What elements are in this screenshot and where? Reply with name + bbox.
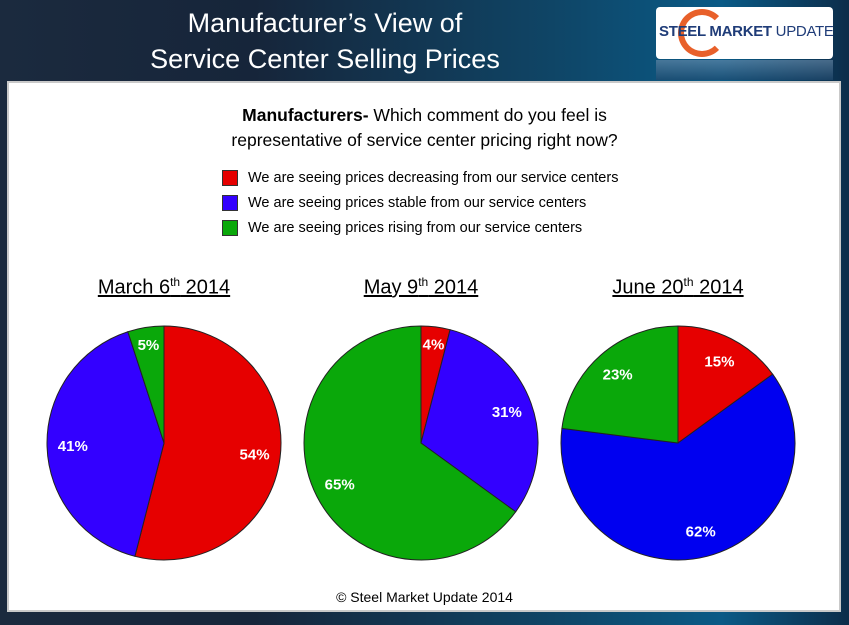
pie-slice-may-1 [420,329,539,513]
copyright-footer: © Steel Market Update 2014 [336,589,513,605]
pie-title-may: May 9th 2014 [363,275,479,299]
legend-item-stable: We are seeing prices stable from our ser… [222,190,618,215]
pie-slice-june-2 [561,325,679,444]
legend-item-rising: We are seeing prices rising from our ser… [222,215,618,240]
pie-label-march-1: 41% [58,438,88,455]
legend-label: We are seeing prices decreasing from our… [248,169,619,186]
logo-text-light: UPDATE [775,23,833,40]
logo-swoosh-icon [678,9,726,57]
legend-swatch-green [222,219,238,236]
question-bold: Manufacturers- [242,105,369,125]
question-line-2: representative of service center pricing… [231,130,618,150]
title-line-2: Service Center Selling Prices [150,44,500,74]
pie-label-march-0: 54% [240,446,270,463]
pie-slice-may-2 [303,325,517,561]
legend-label: We are seeing prices stable from our ser… [248,194,587,211]
pie-label-may-1: 31% [492,404,522,421]
logo-text-bold: STEEL MARKET [659,23,772,40]
pie-slice-march-2 [127,325,165,444]
pie-label-june-0: 15% [704,354,734,371]
page-title: Manufacturer’s View of Service Center Se… [0,5,650,77]
pie-slice-june-0 [677,325,774,444]
pie-label-may-2: 65% [325,476,355,493]
pie-label-june-2: 23% [603,367,633,384]
legend: We are seeing prices decreasing from our… [222,165,618,240]
legend-item-decreasing: We are seeing prices decreasing from our… [222,165,618,190]
steel-market-update-logo: STEEL MARKET UPDATE [656,7,833,59]
pie-title-june: June 20th 2014 [612,275,744,299]
pie-label-march-2: 5% [138,337,160,354]
question-line-1: Which comment do you feel is [368,105,607,125]
pie-label-may-0: 4% [423,336,445,353]
legend-label: We are seeing prices rising from our ser… [248,219,583,236]
legend-swatch-red [222,169,238,186]
pie-slice-june-1 [560,373,796,561]
logo-reflection [656,60,833,80]
pie-label-june-1: 62% [686,523,716,540]
pie-slice-march-0 [134,325,282,561]
pie-title-march: March 6th 2014 [97,275,231,299]
pie-slice-march-1 [46,331,165,557]
survey-question: Manufacturers- Which comment do you feel… [0,103,849,153]
legend-swatch-blue [222,194,238,211]
title-line-1: Manufacturer’s View of [187,8,463,38]
